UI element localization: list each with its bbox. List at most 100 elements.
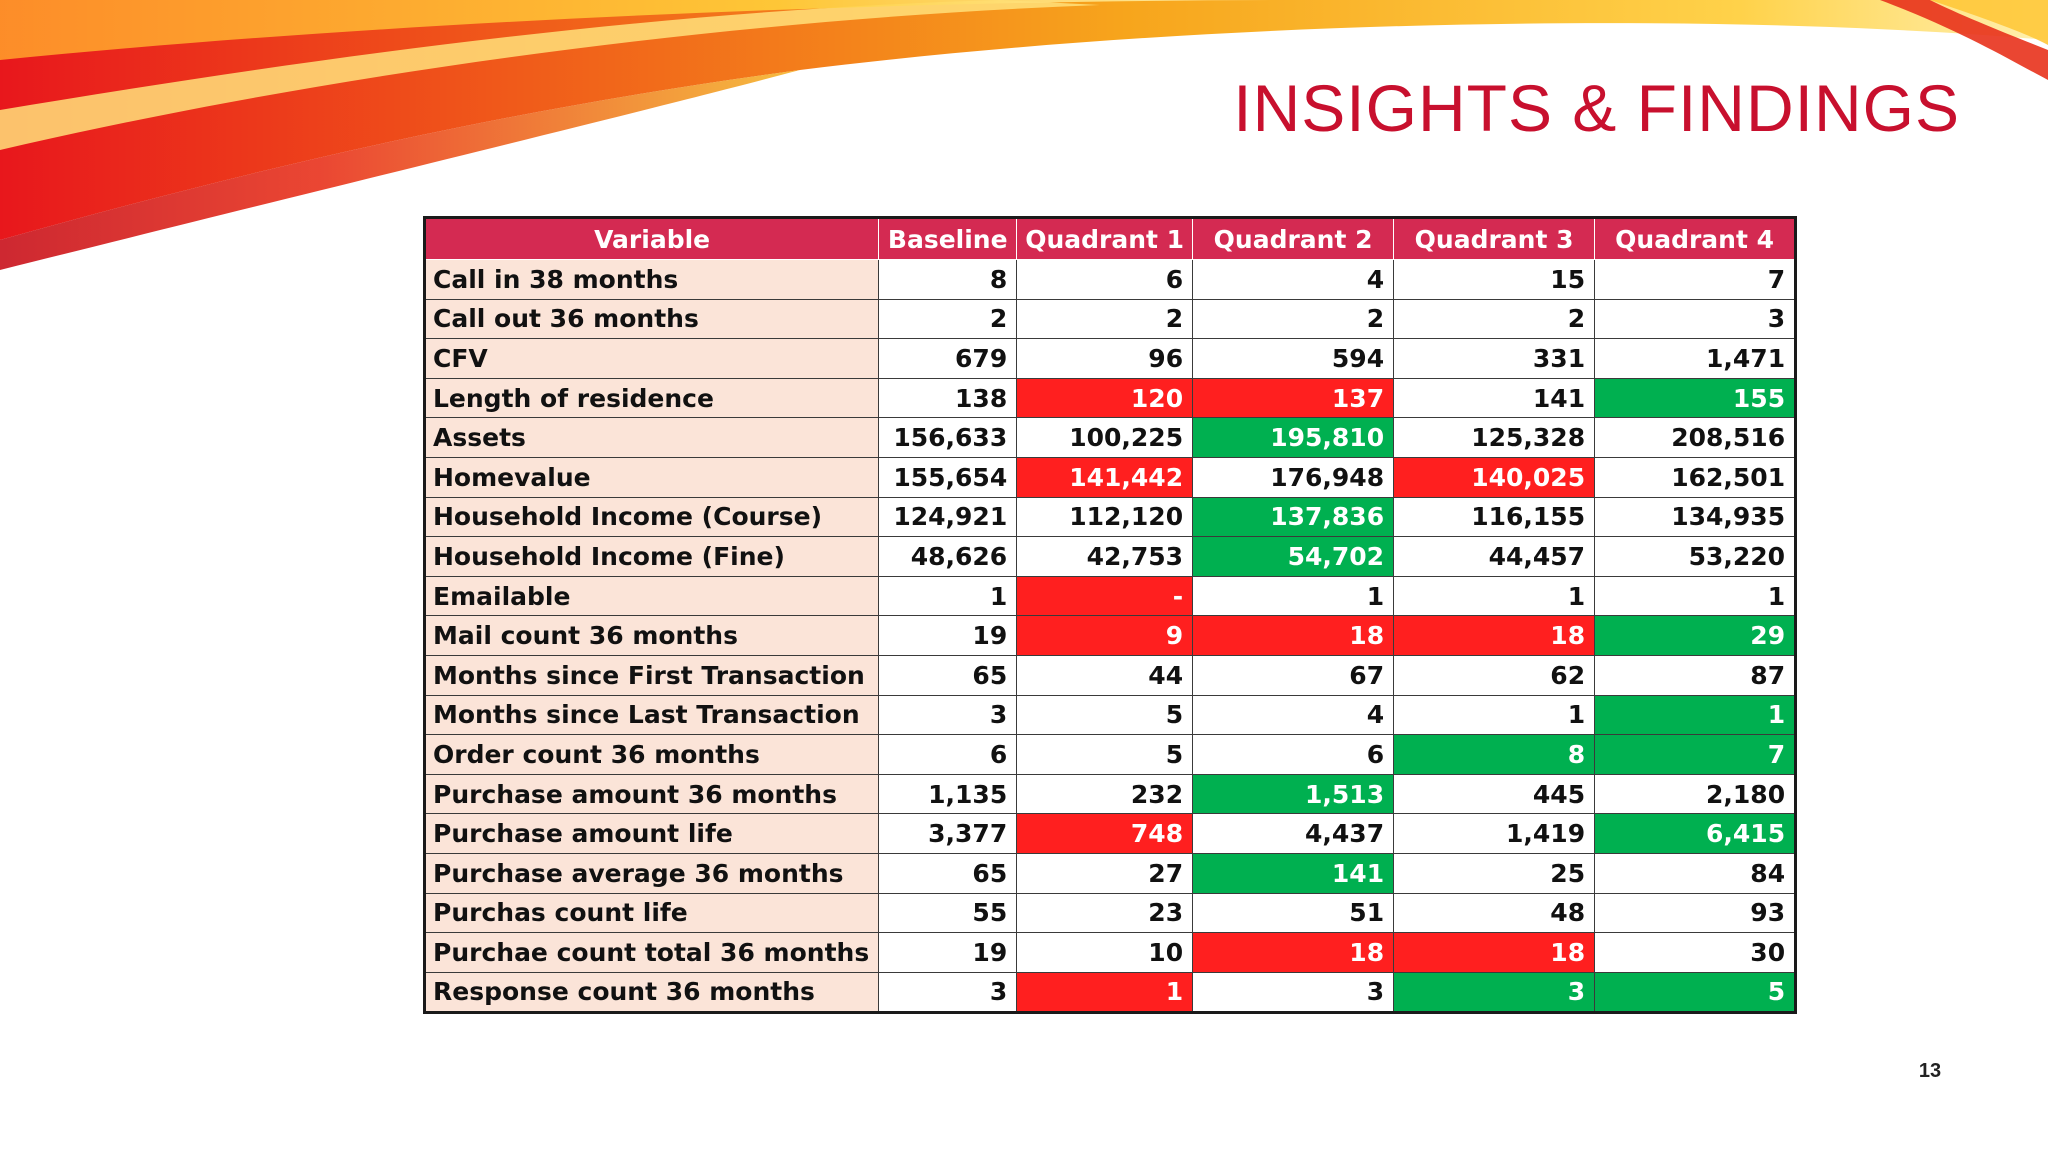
table-cell: 3 — [1594, 298, 1797, 340]
table-cell: 1 — [1192, 575, 1395, 617]
table-cell: 19 — [878, 932, 1018, 973]
table-cell: 29 — [1594, 615, 1797, 656]
table-cell: 134,935 — [1594, 496, 1797, 538]
slide-title: INSIGHTS & FINDINGS — [1233, 71, 1960, 145]
table-row: Purchas count life 55 23 51 48 93 — [423, 892, 1797, 934]
table-row: Emailable 1-1 1 1 — [423, 575, 1797, 617]
table-cell: 93 — [1594, 892, 1797, 934]
table-cell: 5 — [1016, 734, 1194, 775]
table-cell: 156,633 — [878, 417, 1018, 458]
table-cell: 54,702 — [1192, 536, 1395, 577]
table-cell: 9 — [1016, 615, 1194, 656]
row-label: Homevalue — [423, 456, 880, 498]
table-cell: 155 — [1594, 377, 1797, 419]
table-cell: 23 — [1016, 892, 1194, 934]
table-cell: 100,225 — [1016, 417, 1194, 458]
table-cell: 8 — [1393, 734, 1596, 775]
table-cell: 5 — [1594, 971, 1797, 1014]
row-label: Household Income (Course) — [423, 496, 880, 538]
table-cell: 195,810 — [1192, 417, 1395, 458]
table-cell: 445 — [1393, 773, 1596, 815]
table-cell: 55 — [878, 892, 1018, 934]
table-cell: 232 — [1016, 773, 1194, 815]
table-cell: 44 — [1016, 654, 1194, 696]
table-cell: 48 — [1393, 892, 1596, 934]
table-row: Purchase average 36 months 65 27 141 25 84 — [423, 852, 1797, 894]
page-number: 13 — [1918, 1060, 1942, 1082]
table-row: Homevalue 155,654 141,442 176,948 140,025 162… — [423, 456, 1797, 498]
table-cell: 4,437 — [1192, 813, 1395, 854]
table-cell: 96 — [1016, 338, 1194, 379]
table-cell: 1,419 — [1393, 813, 1596, 854]
table-cell: 1 — [1016, 971, 1194, 1014]
decorative-swoosh — [0, 0, 2048, 270]
table-cell: 30 — [1594, 932, 1797, 973]
table-cell: 18 — [1192, 932, 1395, 973]
table-row: Response count 36 months 3 1 3 3 5 — [423, 971, 1797, 1014]
row-label: Purchase amount 36 months — [423, 773, 880, 815]
row-label: Purchase average 36 months — [423, 852, 880, 894]
table-cell: 748 — [1016, 813, 1194, 854]
table-cell: 125,328 — [1393, 417, 1596, 458]
table-row: Length of residence 138 120 137 141 155 — [423, 377, 1797, 419]
table-cell: 5 — [1016, 694, 1194, 736]
table-cell: 2 — [1016, 298, 1194, 340]
table-cell: 1 — [1393, 575, 1596, 617]
findings-table-wrapper: Variable Baseline Quadrant 1 Quadrant 2 … — [423, 216, 1798, 1015]
table-cell: 3 — [878, 694, 1018, 736]
table-cell: 84 — [1594, 852, 1797, 894]
table-cell: 138 — [878, 377, 1018, 419]
table-cell: 1,135 — [878, 773, 1018, 815]
row-label: Purchase amount life — [423, 813, 880, 854]
table-row: Purchase amount 36 months 1,135 232 1,513 44… — [423, 773, 1797, 815]
header-quadrant-3: Quadrant 3 — [1393, 217, 1596, 260]
row-label: Call out 36 months — [423, 298, 880, 340]
table-cell: 4 — [1192, 259, 1395, 300]
table-cell: 594 — [1192, 338, 1395, 379]
row-label: Length of residence — [423, 377, 880, 419]
table-cell: 1 — [1393, 694, 1596, 736]
table-row: Household Income (Fine) 48,626 42,753 54,70… — [423, 536, 1797, 577]
table-cell: 7 — [1594, 734, 1797, 775]
table-cell: 141,442 — [1016, 456, 1194, 498]
table-cell: 15 — [1393, 259, 1596, 300]
table-cell: - — [1016, 575, 1194, 617]
table-body: Call in 38 months 8 6 4 15 7 Call out 36 month… — [423, 259, 1797, 1014]
table-cell: 6 — [1192, 734, 1395, 775]
table-cell: 3 — [1393, 971, 1596, 1014]
header-baseline: Baseline — [878, 217, 1018, 260]
table-cell: 4 — [1192, 694, 1395, 736]
table-cell: 18 — [1192, 615, 1395, 656]
table-cell: 1 — [1594, 694, 1797, 736]
table-cell: 137,836 — [1192, 496, 1395, 538]
table-cell: 208,516 — [1594, 417, 1797, 458]
header-variable: Variable — [423, 217, 880, 260]
row-label: Response count 36 months — [423, 971, 880, 1014]
table-cell: 6 — [878, 734, 1018, 775]
table-row: Call in 38 months 8 6 4 15 7 — [423, 259, 1797, 300]
table-row: Months since Last Transaction 3 5 4 1 1 — [423, 694, 1797, 736]
table-cell: 62 — [1393, 654, 1596, 696]
table-cell: 679 — [878, 338, 1018, 379]
table-cell: 7 — [1594, 259, 1797, 300]
row-label: Mail count 36 months — [423, 615, 880, 656]
row-label: Call in 38 months — [423, 259, 880, 300]
findings-table: Variable Baseline Quadrant 1 Quadrant 2 … — [423, 216, 1798, 1015]
table-header-row: Variable Baseline Quadrant 1 Quadrant 2 … — [423, 217, 1797, 260]
table-cell: 25 — [1393, 852, 1596, 894]
table-cell: 2 — [1393, 298, 1596, 340]
table-cell: 42,753 — [1016, 536, 1194, 577]
table-cell: 6,415 — [1594, 813, 1797, 854]
row-label: Purchae count total 36 months — [423, 932, 880, 973]
table-cell: 48,626 — [878, 536, 1018, 577]
table-row: Purchase amount life 3,377 748 4,437 1,419 6,… — [423, 813, 1797, 854]
table-cell: 27 — [1016, 852, 1194, 894]
row-label: CFV — [423, 338, 880, 379]
header-quadrant-1: Quadrant 1 — [1016, 217, 1194, 260]
row-label: Household Income (Fine) — [423, 536, 880, 577]
table-cell: 3,377 — [878, 813, 1018, 854]
table-cell: 18 — [1393, 932, 1596, 973]
table-cell: 67 — [1192, 654, 1395, 696]
table-cell: 65 — [878, 654, 1018, 696]
table-cell: 140,025 — [1393, 456, 1596, 498]
